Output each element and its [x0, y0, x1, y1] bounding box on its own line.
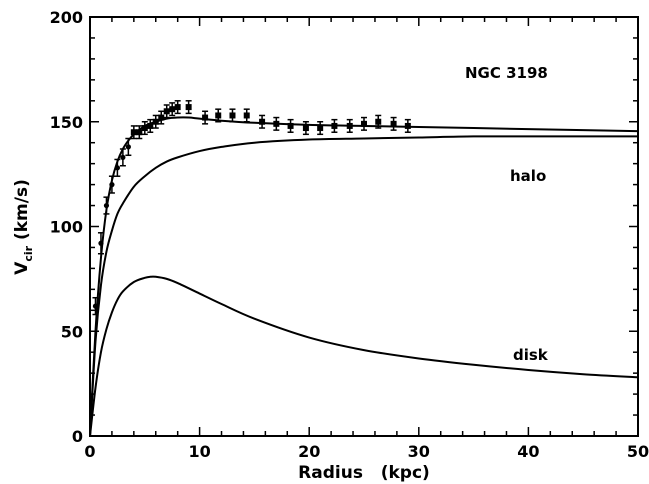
y-axis-title: Vcir (km/s) — [12, 179, 35, 275]
y-tick-label: 100 — [50, 218, 83, 237]
data-point — [114, 165, 120, 171]
points-layer — [92, 100, 411, 316]
y-tick-label: 0 — [72, 427, 83, 446]
annotation-ngc-3198: NGC 3198 — [465, 64, 548, 82]
data-point — [331, 122, 338, 129]
x-tick-label: 40 — [517, 442, 539, 461]
data-point — [317, 125, 324, 132]
data-point — [361, 120, 367, 127]
disk-curve — [89, 275, 639, 437]
data-point — [202, 114, 209, 121]
data-point — [152, 118, 159, 125]
data-point — [92, 303, 99, 309]
data-point — [141, 125, 148, 132]
data-point — [259, 118, 266, 125]
data-point — [125, 144, 131, 150]
annotation-halo: halo — [510, 167, 546, 185]
data-point — [243, 112, 250, 119]
total-curve — [89, 116, 639, 437]
x-tick-label: 20 — [298, 442, 320, 461]
data-point — [375, 118, 382, 125]
data-point — [147, 122, 154, 129]
x-tick-label: 10 — [188, 442, 210, 461]
data-point — [98, 240, 104, 246]
data-point — [287, 122, 294, 129]
data-point — [163, 108, 170, 115]
annotation-disk: disk — [513, 346, 549, 364]
data-point — [130, 129, 137, 136]
data-point — [109, 182, 115, 188]
data-point — [302, 125, 309, 132]
data-point — [185, 104, 192, 111]
data-point — [390, 120, 397, 127]
data-point — [273, 120, 280, 127]
ticks-layer: 0 10 20 30 40 50 0 50 100 150 200 — [50, 8, 649, 461]
x-axis-title: Radius (kpc) — [298, 463, 430, 483]
x-tick-label: 50 — [627, 442, 649, 461]
data-point — [174, 104, 181, 111]
data-point — [169, 106, 176, 113]
x-tick-label: 30 — [408, 442, 430, 461]
data-point — [346, 122, 353, 129]
halo-curve — [89, 135, 638, 437]
y-tick-label: 150 — [50, 113, 83, 132]
data-point — [103, 202, 110, 209]
y-axis-title-subscript: cir — [22, 245, 35, 261]
y-tick-label: 50 — [61, 322, 83, 341]
y-tick-label: 200 — [50, 8, 83, 27]
curves-layer — [89, 116, 639, 437]
data-point — [404, 122, 411, 129]
data-point — [120, 154, 126, 160]
x-tick-label: 0 — [84, 442, 95, 461]
data-point — [158, 114, 165, 121]
data-point — [229, 112, 236, 119]
y-axis-title-unit: (km/s) — [12, 179, 32, 246]
data-point — [215, 112, 222, 119]
y-axis-title-main: V — [12, 261, 32, 275]
data-point — [136, 129, 143, 136]
